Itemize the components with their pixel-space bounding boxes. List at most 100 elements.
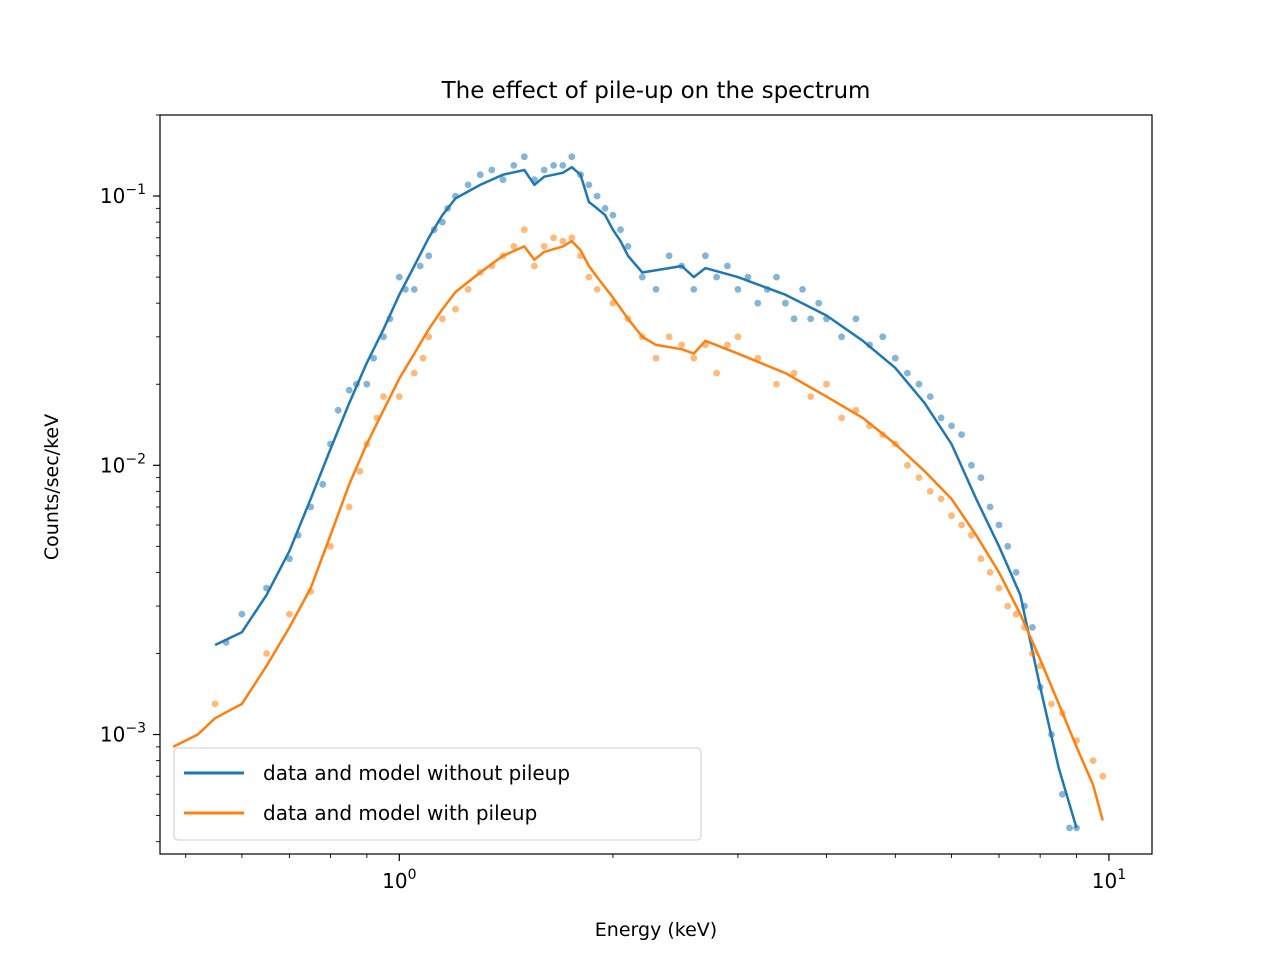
data-point	[520, 226, 528, 234]
data-point	[838, 414, 845, 422]
data-point	[815, 299, 823, 307]
data-point	[395, 393, 403, 400]
data-point	[1099, 772, 1107, 780]
data-point	[540, 166, 548, 174]
chart-title: The effect of pile-up on the spectrum	[441, 78, 871, 104]
data-point	[773, 273, 780, 281]
data-point	[904, 369, 911, 377]
y-tick-label: 10−3	[100, 721, 146, 747]
data-point	[585, 181, 593, 189]
data-point	[425, 252, 433, 260]
data-point	[286, 610, 293, 618]
data-point	[520, 153, 528, 161]
plot-series	[172, 153, 1107, 832]
data-point	[609, 211, 617, 219]
x-tick-label: 100	[382, 867, 416, 893]
data-point	[823, 380, 830, 388]
data-point	[439, 218, 446, 226]
legend-item: data and model with pileup	[184, 801, 537, 825]
data-point	[585, 273, 593, 281]
data-point	[926, 393, 934, 400]
data-point	[702, 252, 709, 260]
plot-frame	[159, 114, 1153, 855]
data-point	[410, 369, 418, 377]
data-point	[754, 299, 762, 307]
data-point	[464, 181, 472, 189]
data-point	[968, 531, 975, 539]
data-point	[1089, 757, 1097, 764]
data-point	[540, 243, 548, 250]
data-point	[734, 333, 742, 341]
data-point	[652, 286, 660, 293]
data-point	[958, 521, 965, 529]
data-point	[904, 461, 911, 469]
data-point	[937, 414, 945, 422]
data-point	[416, 262, 424, 270]
data-point	[345, 503, 353, 511]
y-axis-label: Counts/sec/keV	[41, 414, 63, 560]
data-point	[211, 700, 219, 708]
data-point	[926, 488, 934, 495]
data-point	[937, 495, 945, 503]
legend-box	[173, 747, 702, 841]
data-point	[958, 431, 965, 438]
data-point	[531, 262, 538, 270]
data-point	[838, 333, 845, 341]
data-point	[915, 474, 923, 481]
data-point	[995, 521, 1003, 529]
data-point	[790, 369, 798, 377]
data-point	[559, 162, 567, 169]
data-point	[624, 243, 632, 250]
data-point	[568, 234, 576, 242]
data-point	[724, 341, 731, 349]
data-point	[652, 354, 660, 362]
data-point	[879, 333, 887, 341]
data-point	[782, 299, 789, 307]
data-point	[1029, 624, 1036, 631]
series-2	[172, 226, 1107, 821]
data-point	[713, 369, 720, 377]
data-point	[1029, 650, 1036, 657]
x-axis-label: Energy (keV)	[595, 919, 717, 941]
data-point	[790, 315, 798, 323]
data-point	[263, 650, 270, 657]
data-point	[638, 273, 646, 281]
data-point	[510, 162, 518, 169]
data-point	[464, 286, 472, 293]
data-point	[807, 315, 815, 323]
data-point	[439, 315, 446, 323]
data-point	[356, 467, 364, 475]
legend: data and model without pileup data and mo…	[173, 747, 702, 841]
series-1	[214, 153, 1080, 832]
data-point	[948, 512, 955, 520]
y-tick-label: 10−2	[100, 451, 146, 477]
data-point	[690, 354, 698, 362]
data-point	[319, 480, 327, 488]
data-point	[568, 153, 576, 161]
data-point	[617, 226, 624, 234]
data-point	[665, 252, 673, 260]
data-point	[744, 273, 752, 281]
model-line	[172, 239, 1104, 821]
data-point	[986, 503, 994, 511]
data-point	[986, 569, 994, 576]
data-point	[977, 555, 985, 563]
data-point	[915, 380, 923, 388]
data-point	[395, 273, 403, 281]
data-point	[488, 166, 496, 174]
data-point	[1012, 569, 1020, 576]
legend-label: data and model without pileup	[263, 761, 570, 785]
data-point	[419, 354, 427, 362]
data-point	[410, 286, 418, 293]
data-point	[891, 354, 899, 362]
data-point	[499, 176, 507, 184]
data-point	[476, 171, 484, 179]
data-point	[807, 393, 815, 400]
data-point	[345, 386, 353, 394]
data-point	[593, 286, 601, 293]
y-tick-label: 10−1	[100, 182, 146, 208]
data-point	[665, 333, 673, 341]
legend-label: data and model with pileup	[263, 801, 537, 825]
data-point	[1012, 610, 1020, 618]
data-point	[690, 286, 698, 293]
